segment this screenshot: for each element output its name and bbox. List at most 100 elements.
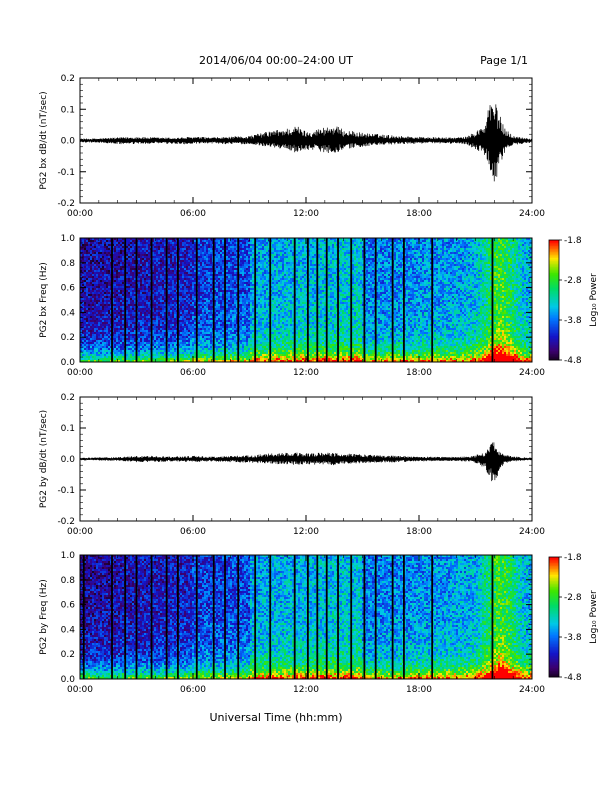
spectrogram-cell: [172, 266, 174, 268]
spectrogram-cell: [226, 270, 228, 272]
spectrogram-cell: [102, 272, 104, 274]
spectrogram-cell: [170, 242, 172, 244]
spectrogram-cell: [106, 244, 108, 246]
spectrogram-cell: [186, 270, 188, 272]
spectrogram-cell: [234, 354, 236, 356]
spectrogram-cell: [172, 310, 174, 312]
spectrogram-cell: [206, 286, 208, 288]
spectrogram-cell: [162, 302, 164, 304]
spectrogram-cell: [118, 314, 120, 316]
spectrogram-cell: [120, 334, 122, 336]
spectrogram-cell: [158, 322, 160, 324]
spectrogram-cell: [86, 306, 88, 308]
spectrogram-cell: [100, 266, 102, 268]
spectrogram-cell: [146, 348, 148, 350]
spectrogram-cell: [186, 258, 188, 260]
spectrogram-cell: [232, 316, 234, 318]
spectrogram-cell: [126, 348, 128, 350]
spectrogram-cell: [190, 272, 192, 274]
spectrogram-cell: [200, 306, 202, 308]
spectrogram-cell: [226, 350, 228, 352]
spectrogram-cell: [138, 288, 140, 290]
spectrogram-cell: [118, 252, 120, 254]
spectrogram-cell: [200, 252, 202, 254]
spectrogram-cell: [182, 290, 184, 292]
spectrogram-cell: [116, 310, 118, 312]
spectrogram-cell: [202, 272, 204, 274]
spectrogram-cell: [114, 356, 116, 358]
spectrogram-cell: [208, 312, 210, 314]
spectrogram-cell: [154, 354, 156, 356]
spectrogram-cell: [230, 342, 232, 344]
spectrogram-cell: [162, 342, 164, 344]
spectrogram-cell: [202, 322, 204, 324]
spectrogram-cell: [90, 332, 92, 334]
spectrogram-cell: [216, 328, 218, 330]
spectrogram-cell: [118, 300, 120, 302]
spectrogram-cell: [132, 348, 134, 350]
spectrogram-cell: [222, 356, 224, 358]
spectrogram-cell: [210, 300, 212, 302]
spectrogram-cell: [90, 296, 92, 298]
spectrogram-cell: [126, 330, 128, 332]
spectrogram-cell: [120, 248, 122, 250]
spectrogram-cell: [96, 318, 98, 320]
spectrogram-cell: [170, 252, 172, 254]
spectrogram-cell: [122, 240, 124, 242]
spectrogram-cell: [132, 352, 134, 354]
spectrogram-cell: [86, 240, 88, 242]
spectrogram-cell: [140, 352, 142, 354]
spectrogram-cell: [180, 346, 182, 348]
spectrogram-cell: [142, 322, 144, 324]
spectrogram-cell: [206, 268, 208, 270]
spectrogram-cell: [186, 260, 188, 262]
spectrogram-cell: [174, 344, 176, 346]
spectrogram-cell: [156, 346, 158, 348]
spectrogram-cell: [218, 350, 220, 352]
spectrogram-cell: [146, 270, 148, 272]
spectrogram-cell: [130, 336, 132, 338]
spectrogram-cell: [94, 306, 96, 308]
spectrogram-cell: [186, 302, 188, 304]
spectrogram-cell: [138, 322, 140, 324]
spectrogram-cell: [138, 336, 140, 338]
spectrogram-cell: [222, 268, 224, 270]
spectrogram-cell: [146, 248, 148, 250]
spectrogram-cell: [208, 334, 210, 336]
spectrogram-cell: [210, 332, 212, 334]
spectrogram-cell: [102, 274, 104, 276]
spectrogram-cell: [98, 262, 100, 264]
spectrogram-cell: [96, 288, 98, 290]
spectrogram-cell: [96, 256, 98, 258]
spectrogram-cell: [188, 316, 190, 318]
spectrogram-cell: [186, 344, 188, 346]
spectrogram-cell: [122, 356, 124, 358]
spectrogram-cell: [158, 330, 160, 332]
spectrogram-cell: [98, 270, 100, 272]
spectrogram-cell: [84, 254, 86, 256]
spectrogram-cell: [192, 292, 194, 294]
spectrogram-cell: [160, 268, 162, 270]
spectrogram-cell: [162, 318, 164, 320]
spectrogram-cell: [144, 352, 146, 354]
spectrogram-cell: [144, 354, 146, 356]
spectrogram-cell: [160, 260, 162, 262]
spectrogram-cell: [202, 270, 204, 272]
spectrogram-cell: [106, 276, 108, 278]
spectrogram-cell: [116, 260, 118, 262]
spectrogram-cell: [126, 280, 128, 282]
spectrogram-cell: [210, 316, 212, 318]
spectrogram-cell: [108, 266, 110, 268]
spectrogram-cell: [104, 324, 106, 326]
spectrogram-cell: [116, 266, 118, 268]
spectrogram-cell: [120, 256, 122, 258]
spectrogram-cell: [202, 352, 204, 354]
spectrogram-cell: [138, 314, 140, 316]
spectrogram-cell: [188, 348, 190, 350]
spectrogram-cell: [210, 292, 212, 294]
spectrogram-cell: [220, 304, 222, 306]
spectrogram-cell: [184, 262, 186, 264]
spectrogram-cell: [158, 280, 160, 282]
spectrogram-cell: [232, 358, 234, 360]
spectrogram-cell: [192, 326, 194, 328]
